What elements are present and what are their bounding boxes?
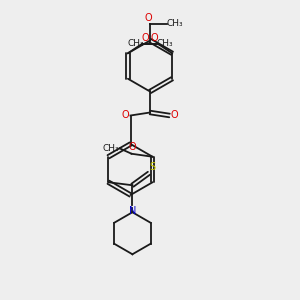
Text: CH₃: CH₃ — [156, 39, 173, 48]
Text: O: O — [142, 33, 149, 43]
Text: O: O — [170, 110, 178, 121]
Text: O: O — [151, 33, 158, 43]
Text: CH₃: CH₃ — [103, 144, 119, 153]
Text: O: O — [145, 14, 153, 23]
Text: O: O — [128, 142, 136, 152]
Text: S: S — [149, 162, 156, 172]
Text: O: O — [122, 110, 130, 121]
Text: CH₃: CH₃ — [167, 20, 183, 28]
Text: CH₃: CH₃ — [127, 39, 144, 48]
Text: N: N — [129, 206, 136, 216]
